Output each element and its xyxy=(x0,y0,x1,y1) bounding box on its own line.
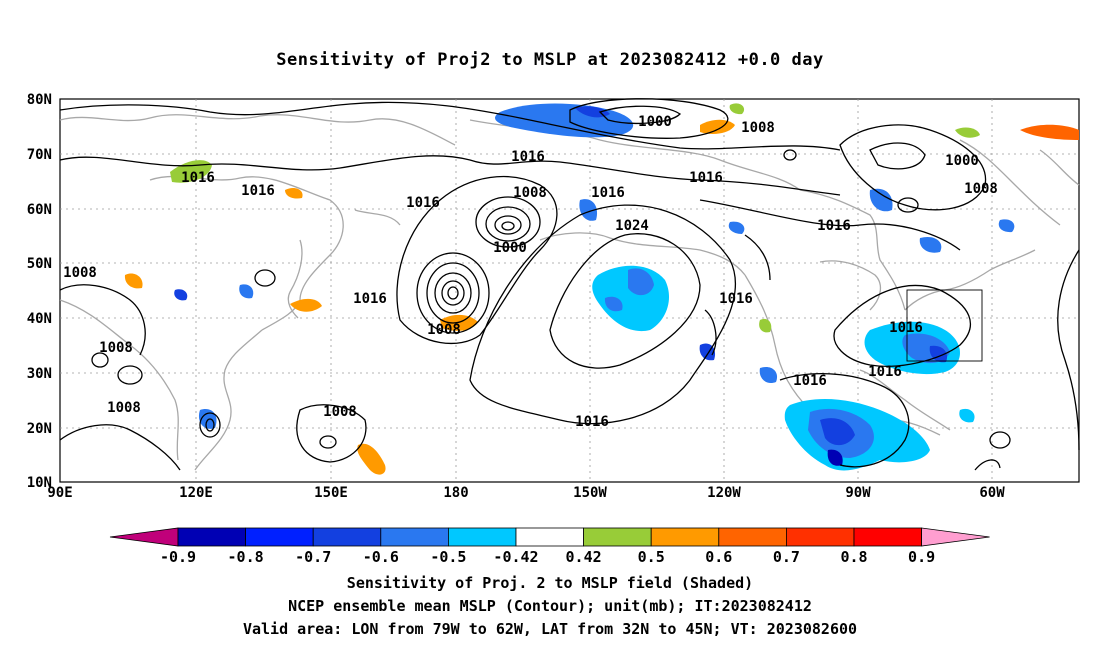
contour-label: 1016 xyxy=(719,291,753,307)
contour-label: 1008 xyxy=(427,322,461,338)
lat-label: 70N xyxy=(27,147,52,163)
contour-label: 1024 xyxy=(615,218,649,234)
contour-label: 1016 xyxy=(817,218,851,234)
lon-label: 180 xyxy=(443,485,468,501)
sensitivity-shading xyxy=(124,103,1079,475)
contour-label: 1016 xyxy=(241,183,275,199)
contour-label: 1008 xyxy=(513,185,547,201)
lat-label: 40N xyxy=(27,311,52,327)
lon-label: 90W xyxy=(845,485,871,501)
contour-label: 1008 xyxy=(741,120,775,136)
contour-label: 1016 xyxy=(889,320,923,336)
lon-label: 150E xyxy=(314,485,348,501)
lon-label: 60W xyxy=(979,485,1005,501)
caption-shaded: Sensitivity of Proj. 2 to MSLP field (Sh… xyxy=(346,574,754,592)
contour-label: 1016 xyxy=(793,373,827,389)
contour-label: 1016 xyxy=(591,185,625,201)
contour-label: 1008 xyxy=(99,340,133,356)
contour-label: 1008 xyxy=(107,400,141,416)
contour-label: 1008 xyxy=(63,265,97,281)
lat-label: 20N xyxy=(27,421,52,437)
contour-label: 1000 xyxy=(493,240,527,256)
contour-label: 1016 xyxy=(406,195,440,211)
caption-contour: NCEP ensemble mean MSLP (Contour); unit(… xyxy=(288,597,812,615)
plot-title: Sensitivity of Proj2 to MSLP at 20230824… xyxy=(276,50,824,70)
contour-label: 1016 xyxy=(689,170,723,186)
contour-label: 1016 xyxy=(575,414,609,430)
contour-label: 1016 xyxy=(181,170,215,186)
lon-label: 90E xyxy=(47,485,72,501)
lon-label: 120E xyxy=(179,485,213,501)
mslp-contours xyxy=(59,98,1080,471)
contour-label: 1008 xyxy=(964,181,998,197)
lat-label: 10N xyxy=(27,475,52,491)
contour-labels: 1000 1000 1000 1008 1008 1008 1008 1008 … xyxy=(63,114,998,430)
lat-label: 30N xyxy=(27,366,52,382)
contour-label: 1008 xyxy=(323,404,357,420)
contour-label: 1000 xyxy=(638,114,672,130)
lon-label: 120W xyxy=(707,485,741,501)
lat-label: 50N xyxy=(27,256,52,272)
contour-label: 1016 xyxy=(353,291,387,307)
lat-label: 80N xyxy=(27,92,52,108)
valid-area-box xyxy=(906,289,983,362)
lat-label: 60N xyxy=(27,202,52,218)
contour-label: 1016 xyxy=(868,364,902,380)
lon-label: 150W xyxy=(573,485,607,501)
caption-valid-area: Valid area: LON from 79W to 62W, LAT fro… xyxy=(242,620,858,638)
contour-label: 1000 xyxy=(945,153,979,169)
longitude-labels: 90E 120E 150E 180 150W 120W 90W 60W xyxy=(47,485,1005,501)
contour-label: 1016 xyxy=(511,149,545,165)
latitude-labels: 80N 70N 60N 50N 40N 30N 20N 10N xyxy=(27,92,52,491)
